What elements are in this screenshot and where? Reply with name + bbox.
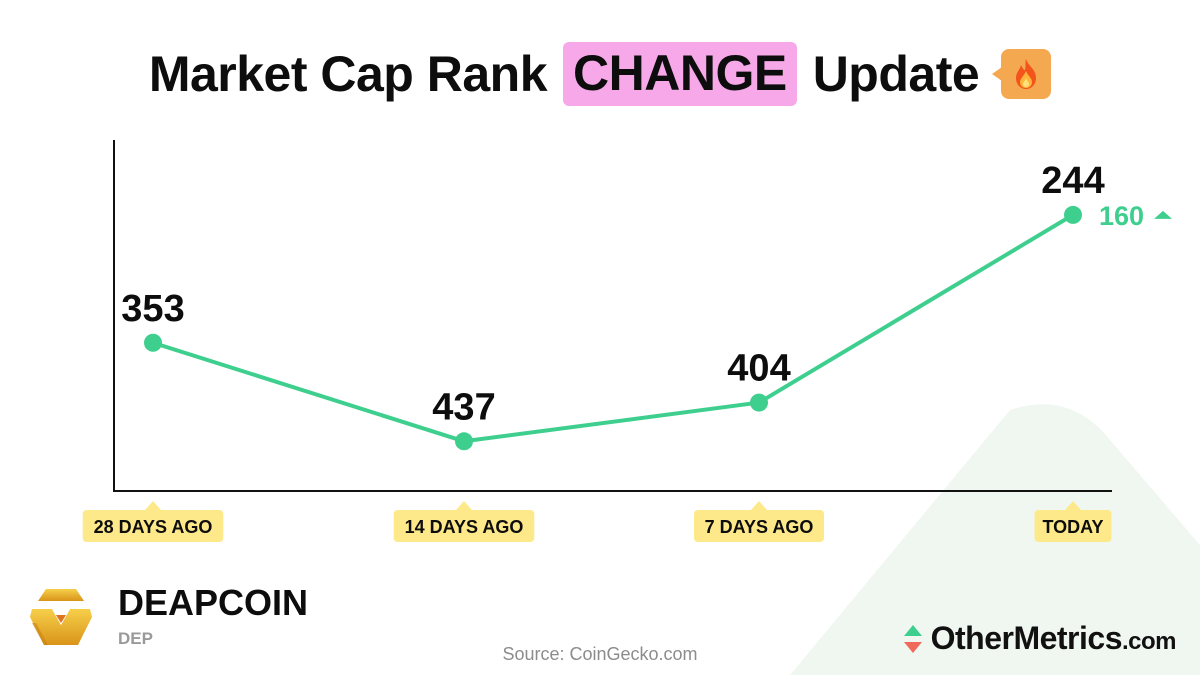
x-tick-label: 7 DAYS AGO [705, 517, 814, 537]
data-point [144, 333, 162, 352]
data-point [750, 393, 768, 412]
data-label: 404 [727, 348, 790, 390]
deapcoin-logo-icon [30, 589, 92, 645]
fire-emoji-icon [992, 49, 1052, 99]
coin-info: DEAPCOIN DEP [26, 585, 308, 651]
x-tick-label: TODAY [1042, 517, 1103, 537]
coin-symbol: DEP [118, 629, 153, 648]
tick-pointer [145, 501, 161, 510]
tick-badge [1034, 510, 1112, 542]
othermetrics-logo: OtherMetrics.com [903, 620, 1177, 657]
source-text: Source: CoinGecko.com [502, 644, 698, 664]
title-suffix: Update [812, 46, 980, 102]
x-tick-label: 14 DAYS AGO [405, 517, 524, 537]
tick-badge [393, 510, 535, 542]
data-point [455, 432, 473, 451]
up-down-arrows-icon [903, 624, 922, 653]
tick-badge [694, 510, 824, 542]
brand-domain: .com [1121, 628, 1177, 655]
title-highlight: CHANGE [563, 42, 797, 106]
tick-pointer [456, 501, 472, 510]
data-point [1064, 205, 1082, 224]
x-tick-label: 28 DAYS AGO [94, 517, 213, 537]
tick-pointer [751, 501, 767, 510]
data-label: 353 [121, 288, 184, 330]
page-title: Market Cap Rank CHANGE Update [0, 38, 1200, 110]
tick-badge [82, 510, 224, 542]
rank-change-value: 160 [1099, 201, 1144, 231]
data-label: 437 [432, 386, 495, 428]
rank-series-line [152, 213, 1075, 444]
title-prefix: Market Cap Rank [148, 46, 548, 102]
brand-name: OtherMetrics [930, 620, 1123, 656]
coin-name: DEAPCOIN [118, 582, 309, 623]
rank-up-arrow-icon [1154, 210, 1172, 219]
data-label: 244 [1041, 160, 1104, 202]
tick-pointer [1065, 501, 1081, 510]
